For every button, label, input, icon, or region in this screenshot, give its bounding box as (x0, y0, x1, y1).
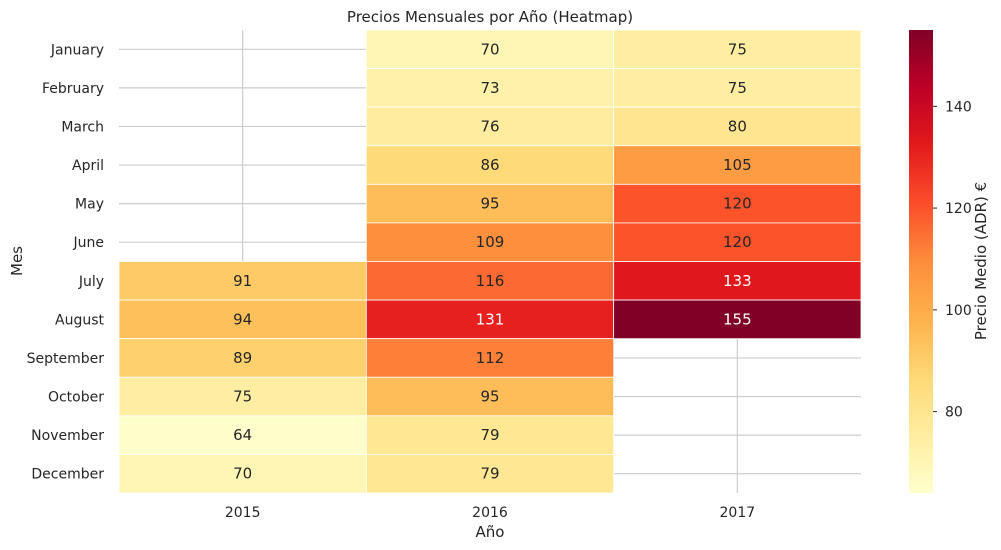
cell-value-label: 86 (480, 156, 499, 174)
y-tick-label: January (50, 42, 104, 58)
cell-value-label: 76 (480, 117, 499, 135)
heatmap-cells (118, 29, 862, 494)
cell-value-label: 109 (476, 233, 505, 251)
heatmap-cell (365, 454, 615, 494)
cell-value-label: 64 (233, 426, 252, 444)
y-tick-label: November (31, 428, 104, 444)
heatmap-cell (365, 145, 615, 185)
heatmap-cell (365, 29, 615, 69)
cell-value-label: 116 (476, 272, 505, 290)
heatmap-cell (613, 261, 862, 301)
heatmap-cell (613, 222, 862, 262)
heatmap-cell (365, 376, 615, 417)
x-tick-label: 2017 (720, 505, 756, 521)
cell-value-label: 89 (233, 349, 252, 367)
colorbar (909, 30, 933, 493)
heatmap-cell (365, 415, 615, 455)
y-tick-label: March (61, 119, 104, 135)
heatmap-cell (118, 415, 367, 455)
cell-value-label: 120 (723, 195, 752, 213)
heatmap-cell (118, 338, 367, 378)
cell-value-label: 112 (476, 349, 505, 367)
heatmap-cell (365, 183, 615, 224)
cell-value-label: 133 (723, 272, 752, 290)
heatmap-cell (365, 299, 615, 340)
x-tick-label: 2016 (472, 505, 508, 521)
y-tick-label: July (78, 274, 104, 290)
cell-value-label: 75 (728, 79, 747, 97)
y-tick-label: June (73, 235, 105, 251)
cell-value-label: 120 (723, 233, 752, 251)
cell-value-label: 94 (233, 310, 252, 328)
heatmap-cell (365, 68, 615, 108)
y-axis-label: Mes (8, 246, 26, 276)
y-tick-label: October (48, 390, 104, 406)
heatmap-cell (118, 376, 367, 417)
cell-value-label: 70 (480, 40, 499, 58)
x-tick-label: 2015 (225, 505, 261, 521)
y-tick-label: February (42, 81, 104, 97)
heatmap-cell (613, 183, 862, 224)
x-tick-labels: 2015 2016 2017 (225, 505, 755, 521)
colorbar-tick-label: 140 (945, 99, 972, 115)
y-tick-label: December (31, 467, 104, 483)
y-tick-labels: January February March April May June July Augu… (27, 42, 105, 482)
y-tick-label: April (72, 158, 104, 174)
heatmap-cell (365, 338, 615, 378)
colorbar-label: Precio Medio (ADR) € (972, 182, 990, 340)
heatmap-cell (613, 145, 862, 185)
heatmap-cell (613, 299, 862, 340)
cell-value-label: 80 (728, 117, 747, 135)
cell-value-label: 75 (233, 388, 252, 406)
heatmap-cell (613, 68, 862, 108)
heatmap-cell (365, 222, 615, 262)
cell-value-label: 91 (233, 272, 252, 290)
y-tick-label: August (55, 312, 105, 328)
heatmap-cell (365, 261, 615, 301)
heatmap-cell (118, 261, 367, 301)
cell-value-label: 95 (480, 195, 499, 213)
colorbar-ticks: 80 100 120 140 (933, 99, 972, 421)
cell-value-label: 73 (480, 79, 499, 97)
cell-value-label: 95 (480, 388, 499, 406)
cell-value-label: 75 (728, 40, 747, 58)
cell-value-label: 79 (480, 465, 499, 483)
cell-labels: 70 75 73 75 76 80 86 105 95 120 109 120 91 116 133 94 13… (233, 40, 752, 482)
heatmap-cell (613, 29, 862, 69)
cell-value-label: 131 (476, 310, 505, 328)
y-tick-label: September (27, 351, 105, 367)
colorbar-tick-label: 100 (945, 303, 972, 319)
chart-title: Precios Mensuales por Año (Heatmap) (347, 8, 633, 26)
cell-value-label: 105 (723, 156, 752, 174)
colorbar-tick-label: 80 (945, 405, 963, 421)
cell-value-label: 155 (723, 310, 752, 328)
colorbar-tick-label: 120 (945, 201, 972, 217)
x-axis-label: Año (476, 523, 505, 541)
cell-value-label: 70 (233, 465, 252, 483)
y-tick-label: May (75, 197, 104, 213)
cell-value-label: 79 (480, 426, 499, 444)
